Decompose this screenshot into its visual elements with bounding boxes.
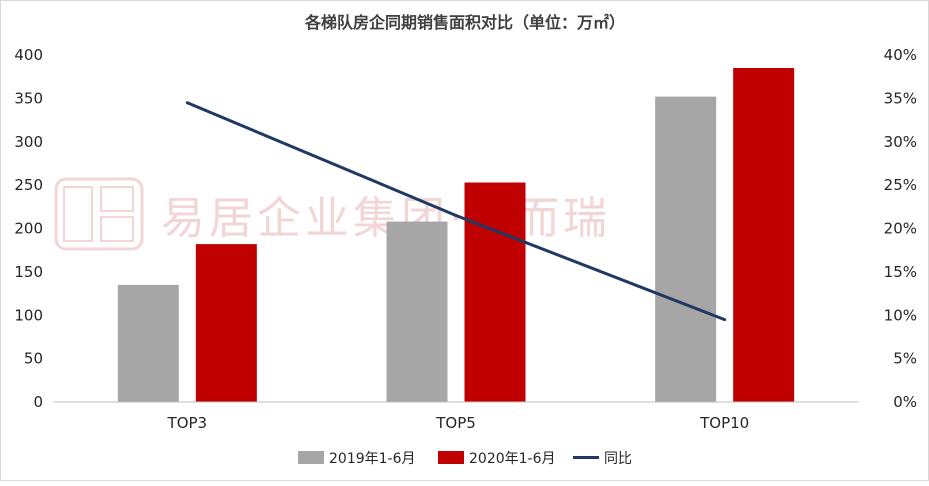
watermark-logo-glyph-right-bottom [100, 216, 134, 242]
line-point [454, 213, 458, 217]
y2-tick-label: 40% [884, 46, 917, 64]
y2-tick-label: 25% [884, 176, 917, 194]
y2-tick-label: 15% [884, 263, 917, 281]
x-tick-label: TOP3 [167, 414, 208, 432]
y2-tick-label: 0% [893, 393, 917, 411]
watermark: 易居企业集团·克而瑞 [54, 177, 611, 251]
legend-swatch-2019 [298, 451, 324, 464]
legend-item-2020[interactable]: 2020年1-6月 [438, 451, 556, 467]
y-tick-label: 50 [24, 350, 43, 368]
bar [195, 244, 257, 402]
legend-item-2019[interactable]: 2019年1-6月 [298, 451, 416, 467]
y2-tick-label: 30% [884, 133, 917, 151]
y2-tick-label: 35% [884, 89, 917, 107]
legend-label-2019: 2019年1-6月 [329, 451, 416, 467]
line-point [723, 318, 727, 322]
x-axis-labels: TOP3 TOP5 TOP10 [167, 414, 750, 432]
x-tick-label: TOP10 [699, 414, 749, 432]
y2-tick-label: 5% [893, 350, 917, 368]
y-tick-label: 250 [14, 176, 43, 194]
bar [655, 96, 717, 402]
y-tick-label: 200 [14, 220, 43, 238]
y-tick-label: 100 [14, 306, 43, 324]
legend: 2019年1-6月 2020年1-6月 同比 [298, 451, 632, 467]
y2-tick-label: 10% [884, 306, 917, 324]
bar [117, 284, 179, 402]
right-axis: 0% 5% 10% 15% 20% 25% 30% 35% 40% [884, 46, 917, 411]
legend-swatch-2020 [438, 451, 464, 464]
watermark-logo-box [54, 177, 144, 251]
legend-label-2020: 2020年1-6月 [469, 451, 556, 467]
bar-series [117, 68, 795, 402]
y2-tick-label: 20% [884, 220, 917, 238]
legend-item-yoy[interactable]: 同比 [573, 451, 632, 467]
line-series [185, 101, 727, 322]
x-tick-label: TOP5 [435, 414, 476, 432]
y-tick-label: 350 [14, 89, 43, 107]
y-tick-label: 0 [33, 393, 43, 411]
y-tick-label: 150 [14, 263, 43, 281]
y-tick-label: 400 [14, 46, 43, 64]
bar [733, 68, 795, 402]
bar [386, 221, 448, 402]
watermark-logo-glyph-left [63, 186, 93, 242]
legend-label-yoy: 同比 [604, 451, 632, 467]
watermark-text: 易居企业集团·克而瑞 [161, 193, 611, 244]
left-axis: 0 50 100 150 200 250 300 350 400 [14, 46, 43, 411]
chart-title: 各梯队房企同期销售面积对比（单位：万㎡） [304, 13, 625, 32]
line-point [185, 101, 189, 105]
watermark-logo-glyph-right-top [100, 186, 134, 212]
y-tick-label: 300 [14, 133, 43, 151]
bar [464, 182, 526, 402]
